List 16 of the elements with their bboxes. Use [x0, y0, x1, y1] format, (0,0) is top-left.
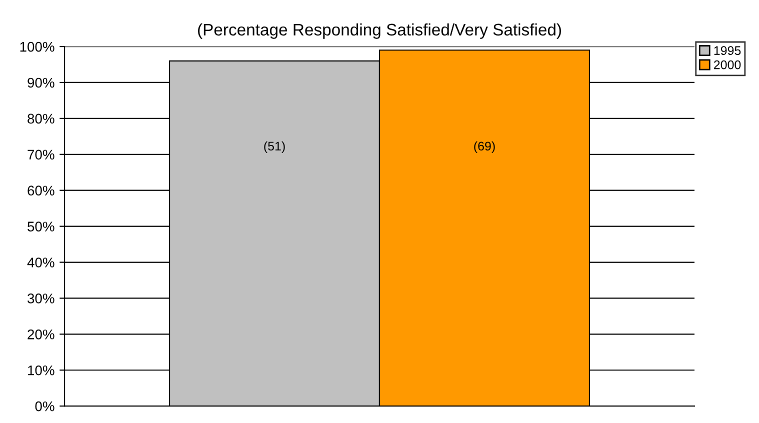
y-tick-label: 100%	[20, 42, 54, 52]
y-tick-label: 80%	[28, 114, 54, 124]
y-tick-label: 40%	[27, 258, 54, 268]
annotation: (51)	[264, 141, 285, 154]
y-tick-label: 50%	[28, 222, 54, 232]
y-tick-label: 30%	[28, 294, 54, 304]
y-tick-label: 90%	[28, 78, 54, 88]
y-tick-label: 10%	[28, 365, 54, 376]
chart-title: (Percentage Responding Satisfied/Very Satisfied)	[198, 23, 561, 39]
y-tick-label: 70%	[28, 150, 54, 160]
legend-label: 2000	[714, 60, 741, 70]
legend-label: 1995	[714, 46, 741, 55]
y-tick-label: 60%	[28, 186, 54, 196]
annotation: (69)	[474, 141, 495, 154]
y-tick-label: 0%	[35, 401, 54, 412]
y-tick-label: 20%	[28, 330, 54, 340]
